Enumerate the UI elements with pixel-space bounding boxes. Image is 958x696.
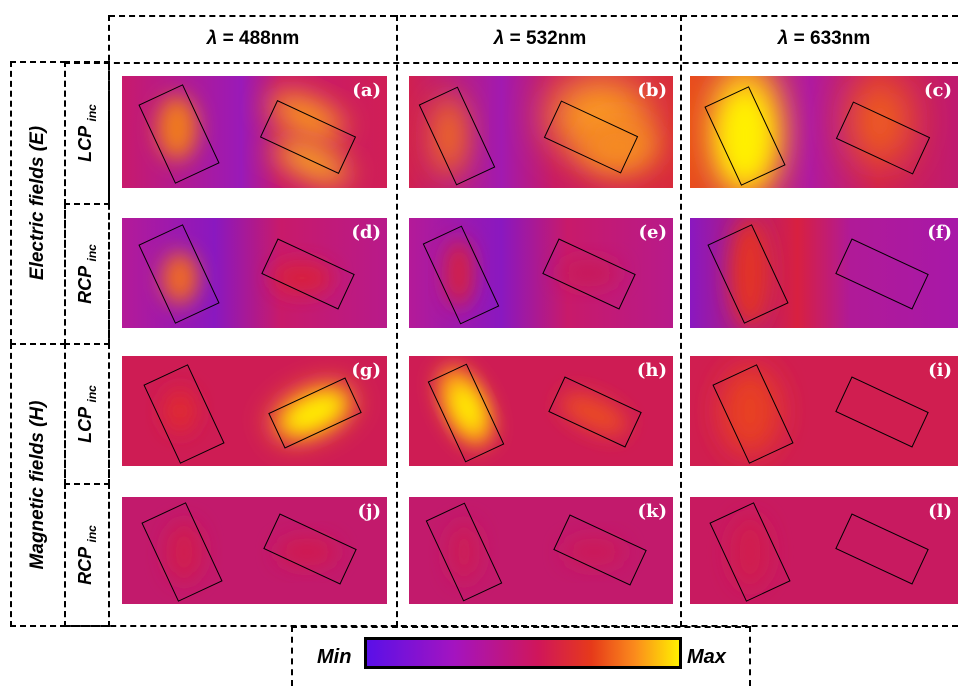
colorbar-left-border [291, 626, 293, 686]
panel-d: (d) [122, 218, 387, 328]
header-bottom-border [64, 62, 958, 64]
panel-label-i: (i) [928, 360, 952, 381]
column-header-532: λ = 532nm [493, 28, 587, 49]
panel-k: (k) [409, 497, 673, 604]
top-border [109, 15, 958, 17]
panel-label-l: (l) [928, 501, 952, 522]
panel-label-e: (e) [638, 222, 668, 243]
panel-label-f: (f) [927, 222, 952, 243]
panel-label-j: (j) [357, 501, 381, 522]
colorbar-legend: Min Max [291, 626, 751, 696]
colorbar-min-label: Min [317, 646, 352, 668]
pol-frame-4 [64, 483, 110, 627]
panel-l: (l) [690, 497, 958, 604]
column-divider-1 [396, 15, 398, 627]
panel-label-k: (k) [637, 501, 667, 522]
pol-label-h-lcp: LCP inc [75, 385, 99, 443]
colorbar-max-label: Max [687, 646, 726, 668]
pol-label-e-rcp: RCP inc [75, 244, 99, 304]
panel-label-h: (h) [636, 360, 667, 381]
panel-label-g: (g) [351, 360, 381, 381]
colorbar-top-border [291, 626, 751, 628]
electric-fields-label: Electric fields (E) [27, 125, 48, 281]
magnetic-fields-label: Magnetic fields (H) [27, 400, 48, 570]
panel-h: (h) [409, 356, 673, 466]
panel-e: (e) [409, 218, 673, 328]
panel-c: (c) [690, 76, 958, 188]
colorbar-right-border [749, 626, 751, 686]
column-divider-2 [680, 15, 682, 627]
column-header-488: λ = 488nm [206, 28, 300, 49]
colorbar-gradient [364, 637, 682, 669]
panel-i: (i) [690, 356, 958, 466]
panel-label-d: (d) [351, 222, 381, 243]
panel-b: (b) [409, 76, 673, 188]
column-header-633: λ = 633nm [777, 28, 871, 49]
pol-label-e-lcp: LCP inc [75, 104, 99, 162]
panel-label-a: (a) [352, 80, 381, 101]
pol-label-h-rcp: RCP inc [75, 525, 99, 585]
panel-label-c: (c) [924, 80, 952, 101]
panel-j: (j) [122, 497, 387, 604]
panel-f: (f) [690, 218, 958, 328]
panel-g: (g) [122, 356, 387, 466]
panel-a: (a) [122, 76, 387, 188]
panel-label-b: (b) [637, 80, 667, 101]
